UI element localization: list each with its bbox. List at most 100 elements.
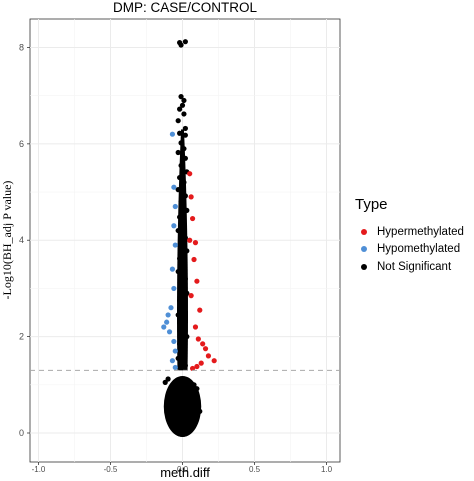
point-not-significant [179,102,186,108]
point-not-significant [192,390,199,397]
point-not-significant [181,220,187,226]
point-hypermethylated [188,194,194,200]
point-hypomethylated [166,329,173,335]
point-hypermethylated [198,360,204,366]
legend-label: Not Significant [377,260,452,273]
chart-title: DMP: CASE/CONTROL [113,0,258,15]
x-tick-label: 0.5 [249,465,261,474]
point-hypomethylated [165,312,171,318]
point-hypermethylated [192,324,199,330]
point-not-significant [175,149,181,156]
point-hypomethylated [172,364,178,371]
point-hypermethylated [191,256,197,263]
y-axis-ticks: 0 2 4 6 8 [19,42,30,438]
point-hypomethylated [169,131,176,137]
point-not-significant [175,118,181,124]
point-not-significant [175,187,181,193]
point-not-significant [184,290,190,296]
point-not-significant [177,255,183,262]
point-not-significant [184,207,190,213]
point-not-significant [182,276,188,282]
point-not-significant [191,382,197,388]
legend-title: Type [355,196,388,213]
point-not-significant [175,268,181,275]
point-hypomethylated [172,242,178,248]
point-hypermethylated [194,363,200,370]
point-hypermethylated [211,358,217,364]
point-hypermethylated [202,346,209,352]
point-not-significant [181,146,187,152]
point-hypomethylated [172,203,178,210]
point-hypomethylated [169,358,176,364]
y-tick-label: 4 [19,235,24,245]
point-not-significant [197,408,203,414]
point-not-significant [182,362,188,369]
y-axis-label: -Log10(BH_adj P value) [0,181,14,300]
y-tick-label: 2 [19,332,24,342]
point-not-significant [181,97,187,104]
point-not-significant [194,386,200,392]
point-hypomethylated [164,319,170,325]
point-not-significant [181,111,187,117]
point-not-significant [177,174,183,181]
legend-label: Hypermethylated [377,225,464,238]
point-hypomethylated [168,305,174,311]
point-not-significant [178,326,184,332]
point-not-significant [178,140,184,146]
point-not-significant [168,384,174,390]
point-not-significant [182,193,188,199]
point-hypomethylated [171,223,177,229]
point-not-significant [178,94,184,100]
point-not-significant [178,42,184,48]
x-tick-label: -1.0 [32,465,46,474]
black-dot-icon [360,263,367,270]
point-not-significant [178,162,184,169]
blue-dot-icon [360,246,367,253]
legend: Type Hypermethylated Hypomethylated Not … [355,196,473,276]
point-not-significant [164,406,170,412]
point-not-significant [181,305,187,311]
point-not-significant [169,401,176,407]
point-not-significant [182,319,188,325]
point-not-significant [178,283,184,289]
point-not-significant [184,334,190,340]
point-not-significant [175,355,181,361]
point-not-significant [175,227,181,234]
x-tick-label: -0.5 [104,465,118,474]
point-not-significant [177,130,183,136]
point-hypermethylated [189,215,196,222]
point-not-significant [181,261,187,267]
point-not-significant [166,392,173,399]
point-not-significant [182,39,188,45]
point-not-significant [178,199,184,205]
legend-label: Hypomethylated [377,243,461,256]
point-hypermethylated [192,240,199,246]
y-tick-label: 0 [19,428,24,438]
point-hypermethylated [189,365,196,372]
x-tick-label: 1.0 [321,465,333,474]
point-hypermethylated [187,237,193,243]
legend-item-not-significant: Not Significant [355,258,473,276]
point-hypermethylated [197,307,203,313]
point-hypermethylated [194,278,200,284]
point-hypermethylated [195,336,201,342]
cloud-bottom [170,414,195,437]
x-axis-ticks: -1.0 -0.5 0.0 0.5 1.0 [32,462,333,474]
point-not-significant [178,242,184,248]
point-hypomethylated [161,324,167,330]
point-not-significant [181,348,187,354]
point-hypomethylated [171,338,177,345]
point-not-significant [162,379,168,385]
point-hypomethylated [171,285,177,292]
point-hypermethylated [205,353,212,359]
point-not-significant [175,312,181,318]
point-hypermethylated [187,171,193,177]
legend-item-hypermethylated: Hypermethylated [355,223,473,241]
point-not-significant [182,155,188,161]
legend-key [355,241,372,258]
red-dot-icon [360,228,367,235]
x-tick-label: 0.0 [177,465,189,474]
point-not-significant [181,179,187,185]
point-hypomethylated [172,348,178,354]
point-not-significant [182,132,188,138]
